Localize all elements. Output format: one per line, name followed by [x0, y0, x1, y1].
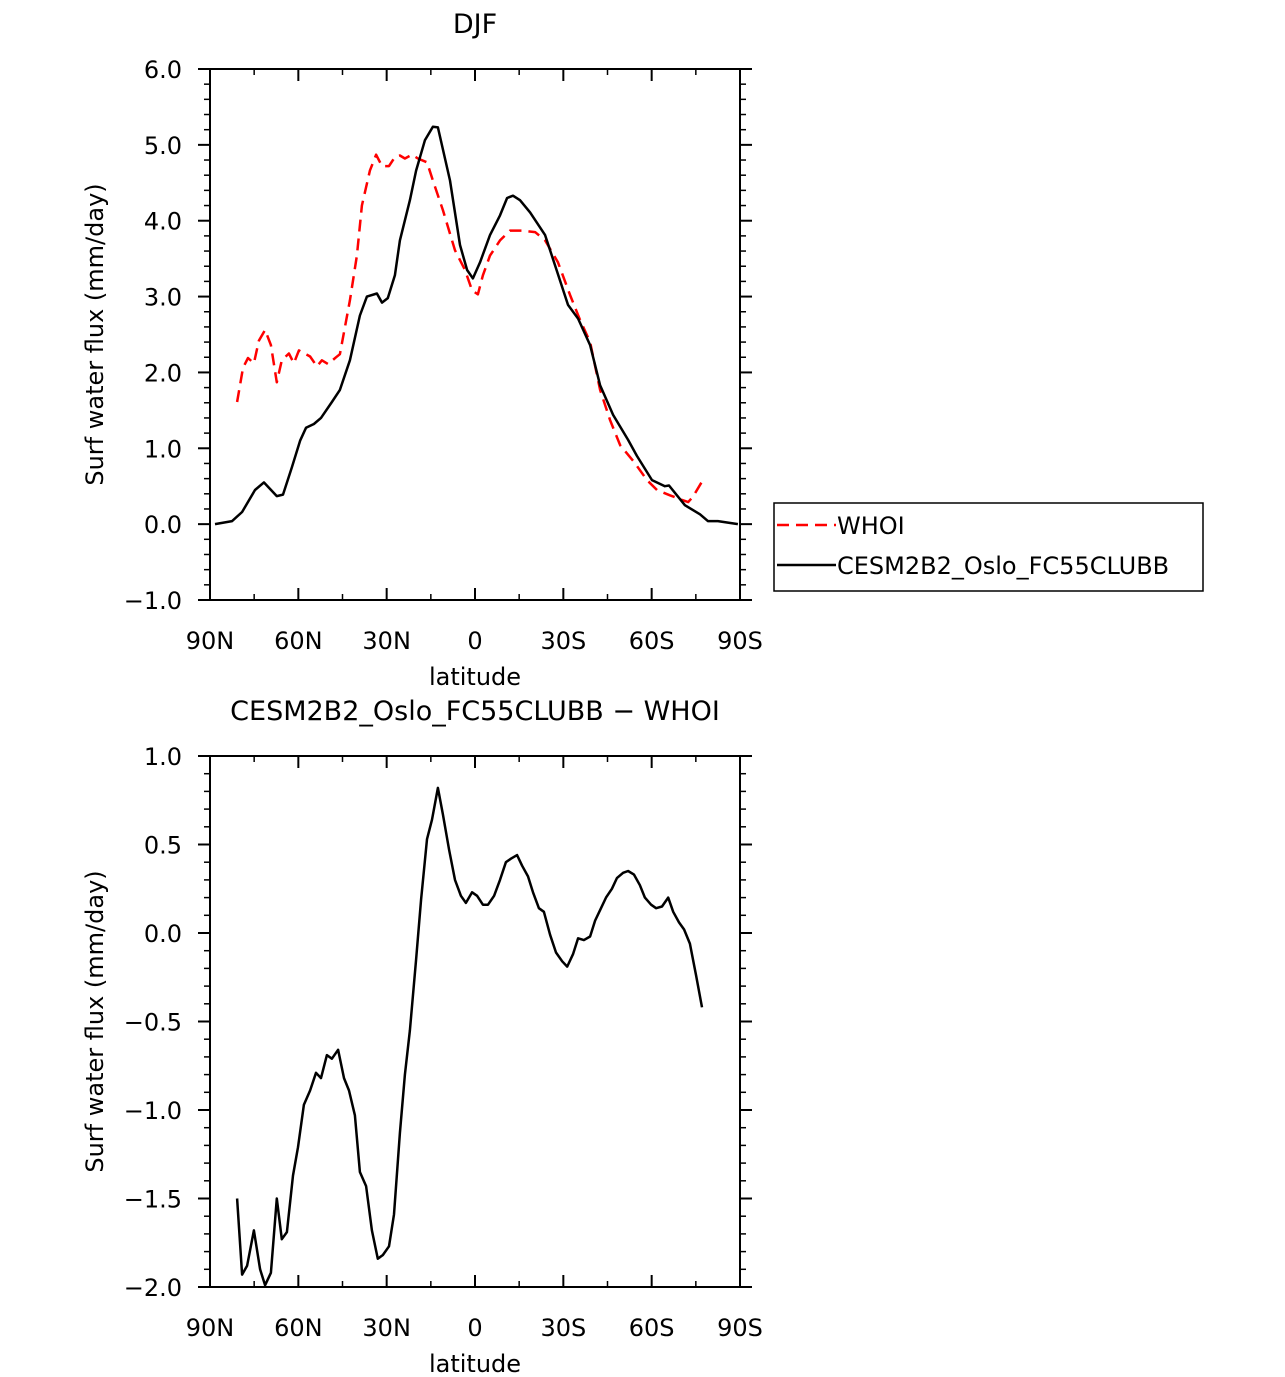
- legend-box: [773, 502, 1204, 592]
- y-tick-label: 1.0: [144, 435, 182, 463]
- x-tick-label: 0: [467, 1314, 482, 1342]
- x-tick-label: 30N: [362, 1314, 411, 1342]
- chart-title: DJF: [453, 9, 497, 40]
- x-tick-label: 60S: [629, 627, 675, 655]
- y-tick-label: −1.0: [124, 587, 182, 615]
- x-axis-label: latitude: [429, 1350, 521, 1377]
- y-tick-label: 0.0: [144, 920, 182, 948]
- bottom-panel: CESM2B2_Oslo_FC55CLUBB − WHOI 90N 60N 30N 0 3…: [81, 696, 763, 1377]
- legend-label: CESM2B2_Oslo_FC55CLUBB: [837, 552, 1169, 580]
- y-tick-label: 3.0: [144, 284, 182, 312]
- y-tick-label: −1.5: [124, 1186, 182, 1214]
- x-tick-label: 90S: [717, 1314, 763, 1342]
- series-line-difference: [235, 786, 704, 1287]
- y-tick-label: 1.0: [144, 743, 182, 771]
- plot-frame: [209, 68, 741, 601]
- legend: WHOI CESM2B2_Oslo_FC55CLUBB: [773, 502, 1204, 592]
- y-tick-label: 0.5: [144, 832, 182, 860]
- x-tick-label: 60N: [274, 627, 323, 655]
- y-tick-label: 0.0: [144, 511, 182, 539]
- y-tick-label: −1.0: [124, 1097, 182, 1125]
- y-tick-label: −0.5: [124, 1009, 182, 1037]
- series-line-cesm2b2: [214, 125, 739, 526]
- x-tick-label: 60S: [629, 1314, 675, 1342]
- y-tick-label: 2.0: [144, 359, 182, 387]
- x-axis-label: latitude: [429, 663, 521, 691]
- x-tick-label: 30S: [540, 1314, 586, 1342]
- top-panel: DJF 90N 60N 30N 0 30S 60S 90S −1.0 0.0 1.0 2.0 3.0 4.…: [81, 9, 1204, 691]
- y-axis-label: Surf water flux (mm/day): [81, 183, 109, 485]
- x-tick-label: 60N: [274, 1314, 323, 1342]
- y-axis-label: Surf water flux (mm/day): [81, 870, 109, 1172]
- y-tick-label: −2.0: [124, 1274, 182, 1302]
- x-tick-label: 90S: [717, 627, 763, 655]
- x-tick-label: 30S: [540, 627, 586, 655]
- x-tick-label: 90N: [186, 1314, 235, 1342]
- y-tick-label: 5.0: [144, 132, 182, 160]
- y-tick-label: 6.0: [144, 56, 182, 84]
- legend-label: WHOI: [837, 512, 905, 540]
- y-tick-label: 4.0: [144, 208, 182, 236]
- series-line-whoi: [235, 153, 704, 504]
- x-tick-label: 90N: [186, 627, 235, 655]
- x-tick-label: 30N: [362, 627, 411, 655]
- x-tick-label: 0: [467, 627, 482, 655]
- chart-title: CESM2B2_Oslo_FC55CLUBB − WHOI: [230, 696, 720, 727]
